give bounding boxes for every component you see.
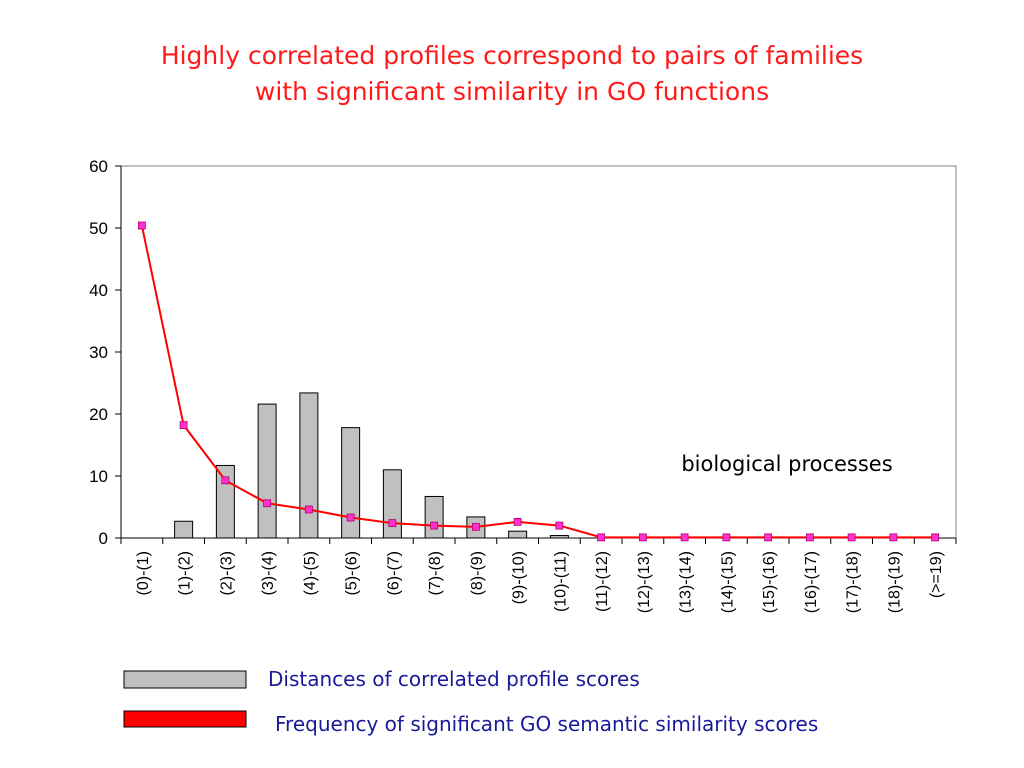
line-marker (137, 221, 146, 230)
bar (174, 520, 194, 539)
bar (508, 530, 528, 539)
x-category-label: (14)-(15) (719, 551, 736, 613)
bar (424, 495, 444, 539)
bar-series (174, 392, 569, 539)
x-category-label: (10)-(11) (552, 551, 569, 612)
y-tick-label: 60 (89, 157, 108, 176)
x-category-label: (6)-(7) (385, 551, 402, 595)
x-category-label: (18)-(19) (886, 551, 903, 613)
x-category-label: (1)-(2) (177, 551, 194, 595)
x-category-label: (3)-(4) (260, 551, 277, 595)
y-tick-label: 50 (89, 219, 108, 238)
x-category-label: (15)-(16) (761, 551, 778, 613)
title-line-2: with significant similarity in GO functi… (254, 77, 770, 106)
series-line (140, 225, 936, 539)
title-line-1: Highly correlated profiles correspond to… (160, 41, 864, 70)
y-tick-label: 0 (99, 529, 108, 548)
x-category-label: (11)-(12) (594, 551, 611, 612)
bar (382, 469, 402, 539)
bar (299, 392, 319, 539)
x-category-label: (>=19) (928, 551, 945, 598)
x-category-label: (8)-(9) (469, 551, 486, 595)
line-marker (889, 533, 898, 542)
legend-label-bars: Distances of correlated profile scores (268, 667, 640, 691)
legend-swatch-bars (123, 670, 247, 689)
line-marker (179, 421, 188, 430)
line-marker (430, 521, 439, 530)
line-marker (847, 533, 856, 542)
x-category-label: (16)-(17) (803, 551, 820, 613)
line-marker (263, 499, 272, 508)
line-series (137, 221, 940, 542)
x-category-label: (17)-(18) (845, 551, 862, 613)
x-category-label: (5)-(6) (344, 551, 361, 595)
line-marker (221, 476, 230, 485)
plot-area-frame (120, 165, 957, 539)
line-marker (680, 533, 689, 542)
slide-title: Highly correlated profiles correspond to… (0, 38, 1024, 110)
line-marker (471, 522, 480, 531)
y-tick-label: 30 (89, 343, 108, 362)
line-marker (513, 517, 522, 526)
y-tick-label: 10 (89, 467, 108, 486)
bar (215, 464, 235, 539)
line-marker (638, 533, 647, 542)
x-category-label: (9)-(10) (511, 551, 528, 604)
y-tick-label: 40 (89, 281, 108, 300)
line-marker (304, 505, 313, 514)
line-marker (346, 513, 355, 522)
legend-label-line: Frequency of significant GO semantic sim… (275, 712, 818, 736)
x-category-label: (7)-(8) (427, 551, 444, 595)
line-marker (388, 519, 397, 528)
line-marker (764, 533, 773, 542)
line-marker (597, 533, 606, 542)
bar (549, 535, 569, 539)
line-marker (555, 521, 564, 530)
x-category-label: (2)-(3) (218, 551, 235, 595)
legend: Distances of correlated profile scores F… (123, 667, 818, 736)
x-category-label: (0)-(1) (135, 551, 152, 595)
x-category-label: (13)-(14) (678, 551, 695, 613)
x-category-label: (12)-(13) (636, 551, 653, 613)
line-marker (722, 533, 731, 542)
x-axis-ticks: (0)-(1) (1)-(2) (2)-(3) (3)-(4) (4)-(5) (5)-(… (120, 538, 957, 613)
y-axis-ticks: 0 10 20 30 40 50 60 (89, 157, 121, 548)
bar (341, 427, 361, 539)
bar (257, 403, 277, 539)
line-marker (931, 533, 940, 542)
line-marker (805, 533, 814, 542)
annotation-biological-processes: biological processes (681, 452, 892, 476)
x-category-label: (4)-(5) (302, 551, 319, 595)
legend-swatch-line (123, 710, 247, 728)
y-tick-label: 20 (89, 405, 108, 424)
